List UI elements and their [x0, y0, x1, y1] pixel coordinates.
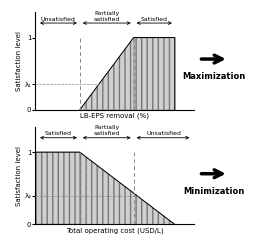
- Y-axis label: Satisfaction level: Satisfaction level: [16, 31, 22, 91]
- Text: Unsatisfied: Unsatisfied: [146, 131, 181, 136]
- Text: Satisfied: Satisfied: [44, 131, 71, 136]
- Text: Satisfied: Satisfied: [141, 17, 168, 22]
- Text: Maximization: Maximization: [182, 72, 245, 81]
- Text: Minimization: Minimization: [183, 187, 244, 196]
- X-axis label: LB-EPS removal (%): LB-EPS removal (%): [80, 112, 149, 119]
- Text: Partially
satisfied: Partially satisfied: [94, 11, 120, 22]
- Y-axis label: Satisfaction level: Satisfaction level: [16, 146, 22, 206]
- X-axis label: Total operating cost (USD/L): Total operating cost (USD/L): [66, 227, 164, 234]
- Text: Partially
satisfied: Partially satisfied: [94, 125, 120, 136]
- Text: Unsatisfied: Unsatisfied: [40, 17, 75, 22]
